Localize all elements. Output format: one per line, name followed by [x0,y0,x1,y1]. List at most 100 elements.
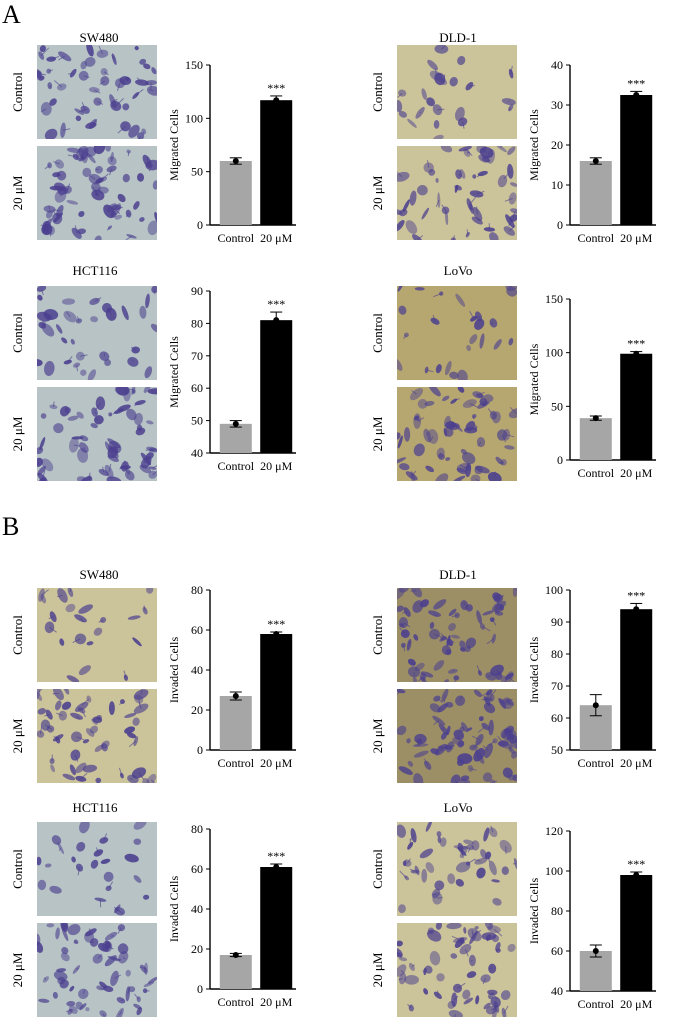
x-tick-label: Control [577,466,614,480]
micrograph-control [37,822,157,916]
y-tick-label: 150 [545,292,563,306]
row-label-control: Control [10,829,26,909]
bar-treated [260,100,292,225]
bar-treated [620,354,652,460]
y-tick-label: 40 [551,58,563,72]
y-tick-label: 40 [191,663,203,677]
y-tick-label: 50 [551,399,563,413]
panel-title: HCT116 [35,263,155,279]
micrograph-treated [397,387,517,481]
y-tick-label: 0 [557,218,563,232]
section-label-a: A [2,2,21,28]
y-axis-label: Invaded Cells [167,876,181,943]
y-axis-label: Invaded Cells [527,878,541,945]
bar-treated [260,320,292,453]
bar-control [580,418,612,460]
y-tick-label: 70 [191,349,203,363]
bar-treated [620,95,652,225]
micrograph-treated [397,923,517,1017]
row-label-control: Control [370,52,386,132]
panel-title: LoVo [398,800,518,816]
x-tick-label: 20 μM [260,231,292,245]
panel-title: HCT116 [35,800,155,816]
micrograph-treated [37,923,157,1017]
x-tick-label: Control [217,231,254,245]
y-tick-label: 40 [551,984,563,998]
y-tick-label: 60 [191,623,203,637]
significance-label: *** [267,297,285,311]
mean-point [273,631,279,637]
y-tick-label: 0 [197,743,203,757]
y-axis-label: Migrated Cells [527,343,541,415]
significance-label: *** [267,617,285,631]
mean-point [273,97,279,103]
x-tick-label: Control [217,756,254,770]
x-tick-label: 20 μM [620,231,652,245]
row-label-control: Control [370,595,386,675]
bar-treated [620,609,652,750]
y-tick-label: 80 [191,822,203,836]
row-label-control: Control [10,595,26,675]
y-tick-label: 80 [551,904,563,918]
row-label-control: Control [10,52,26,132]
panel-title: SW480 [39,30,159,46]
row-label-treated: 20 μM [370,930,386,1010]
significance-label: *** [267,849,285,863]
mean-point [273,864,279,870]
x-tick-label: Control [217,459,254,473]
row-label-treated: 20 μM [10,153,26,233]
mean-point [593,702,599,708]
mean-point [633,606,639,612]
micrograph-treated [37,146,157,240]
panel-title: SW480 [39,567,159,583]
y-tick-label: 80 [191,583,203,597]
y-tick-label: 70 [551,679,563,693]
x-tick-label: 20 μM [260,995,292,1009]
y-tick-label: 60 [191,862,203,876]
x-tick-label: 20 μM [620,756,652,770]
mean-point [233,952,239,958]
x-tick-label: Control [577,756,614,770]
micrograph-control [397,822,517,916]
y-axis-label: Migrated Cells [167,336,181,408]
y-tick-label: 100 [545,864,563,878]
bar-control [220,424,252,453]
micrograph-control [37,286,157,380]
y-tick-label: 100 [545,583,563,597]
y-tick-label: 0 [197,218,203,232]
mean-point [593,158,599,164]
y-tick-label: 150 [185,58,203,72]
y-tick-label: 20 [191,703,203,717]
significance-label: *** [627,588,645,602]
y-tick-label: 60 [551,944,563,958]
bar-control [220,696,252,750]
significance-label: *** [267,81,285,95]
y-tick-label: 100 [185,111,203,125]
micrograph-control [397,588,517,682]
mean-point [633,92,639,98]
row-label-control: Control [370,829,386,909]
y-axis-label: Invaded Cells [167,637,181,704]
y-tick-label: 90 [191,284,203,298]
bar-control [220,161,252,225]
panel-title: LoVo [398,263,518,279]
bar-treated [260,634,292,750]
y-tick-label: 90 [551,615,563,629]
y-tick-label: 100 [545,346,563,360]
bar-treated [260,867,292,989]
y-tick-label: 50 [191,165,203,179]
section-label-b: B [2,514,19,540]
y-tick-label: 60 [191,381,203,395]
micrograph-control [37,588,157,682]
x-tick-label: Control [577,231,614,245]
mean-point [233,158,239,164]
y-tick-label: 80 [551,647,563,661]
y-tick-label: 0 [557,453,563,467]
x-tick-label: Control [217,995,254,1009]
